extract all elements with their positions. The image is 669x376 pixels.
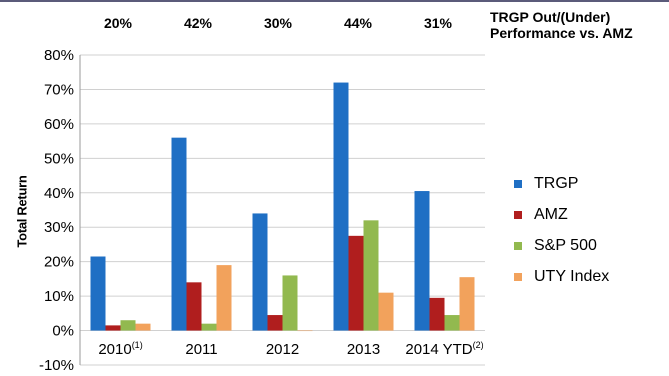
performance-value-2013: 44%	[343, 15, 373, 31]
bar-s-p-500-2012	[282, 275, 298, 331]
x-tick-label: 2014 YTD(2)	[405, 340, 483, 358]
bar-amz-2010	[105, 325, 121, 331]
y-tick-label: 40%	[44, 185, 74, 202]
bar-trgp-2010	[90, 256, 106, 331]
legend-item: S&P 500	[514, 230, 609, 261]
bar-amz-2013	[348, 235, 364, 331]
performance-value-2012: 30%	[263, 15, 293, 31]
bar-uty-index-2013	[378, 292, 394, 331]
bar-amz-2012	[267, 315, 283, 331]
legend-swatch	[514, 210, 522, 219]
y-tick-label: 0%	[52, 323, 74, 340]
bar-uty-index-2011	[216, 265, 232, 331]
bar-trgp-2011	[171, 137, 187, 331]
performance-value-2010: 20%	[103, 15, 133, 31]
bar-s-p-500-2014-ytd	[444, 315, 460, 331]
y-tick-label: 30%	[44, 219, 74, 236]
legend-label: S&P 500	[534, 236, 597, 254]
y-tick-label: 10%	[44, 288, 74, 305]
x-tick-label: 2011	[185, 341, 217, 358]
bar-s-p-500-2011	[201, 323, 217, 331]
bar-amz-2014-ytd	[429, 297, 445, 331]
bar-s-p-500-2013	[363, 220, 379, 331]
y-tick-label: 20%	[44, 254, 74, 271]
y-tick-label: 80%	[44, 47, 74, 64]
performance-title: TRGP Out/(Under) Performance vs. AMZ	[490, 9, 640, 41]
bar-trgp-2014-ytd	[414, 191, 430, 331]
legend-swatch	[514, 179, 522, 188]
bar-uty-index-2010	[135, 323, 151, 331]
bar-amz-2011	[186, 282, 202, 331]
legend-label: UTY Index	[534, 267, 610, 285]
performance-value-2011: 42%	[183, 15, 213, 31]
x-tick-label: 2012	[266, 341, 299, 358]
top-border	[0, 0, 669, 2]
legend-swatch	[514, 272, 522, 281]
x-tick-label: 2013	[347, 341, 380, 358]
bar-s-p-500-2010	[120, 320, 136, 331]
x-tick-label: 2010(1)	[98, 340, 142, 358]
legend-item: AMZ	[514, 199, 609, 230]
y-tick-label: 60%	[44, 116, 74, 133]
performance-value-2014: 31%	[423, 15, 453, 31]
bar-trgp-2013	[333, 82, 349, 331]
bar-uty-index-2012	[297, 330, 313, 332]
performance-title-text: TRGP Out/(Under) Performance vs. AMZ	[490, 9, 633, 41]
legend-swatch	[514, 241, 522, 250]
bar-trgp-2012	[252, 213, 268, 331]
legend-label: AMZ	[534, 205, 568, 223]
y-tick-label: -10%	[39, 357, 74, 374]
legend-label: TRGP	[534, 174, 579, 192]
legend-item: UTY Index	[514, 261, 609, 292]
legend-item: TRGP	[514, 168, 609, 199]
bar-uty-index-2014-ytd	[459, 277, 475, 331]
y-tick-label: 70%	[44, 81, 74, 98]
y-tick-label: 50%	[44, 150, 74, 167]
chart-legend: TRGP AMZ S&P 500 UTY Index	[514, 168, 609, 292]
